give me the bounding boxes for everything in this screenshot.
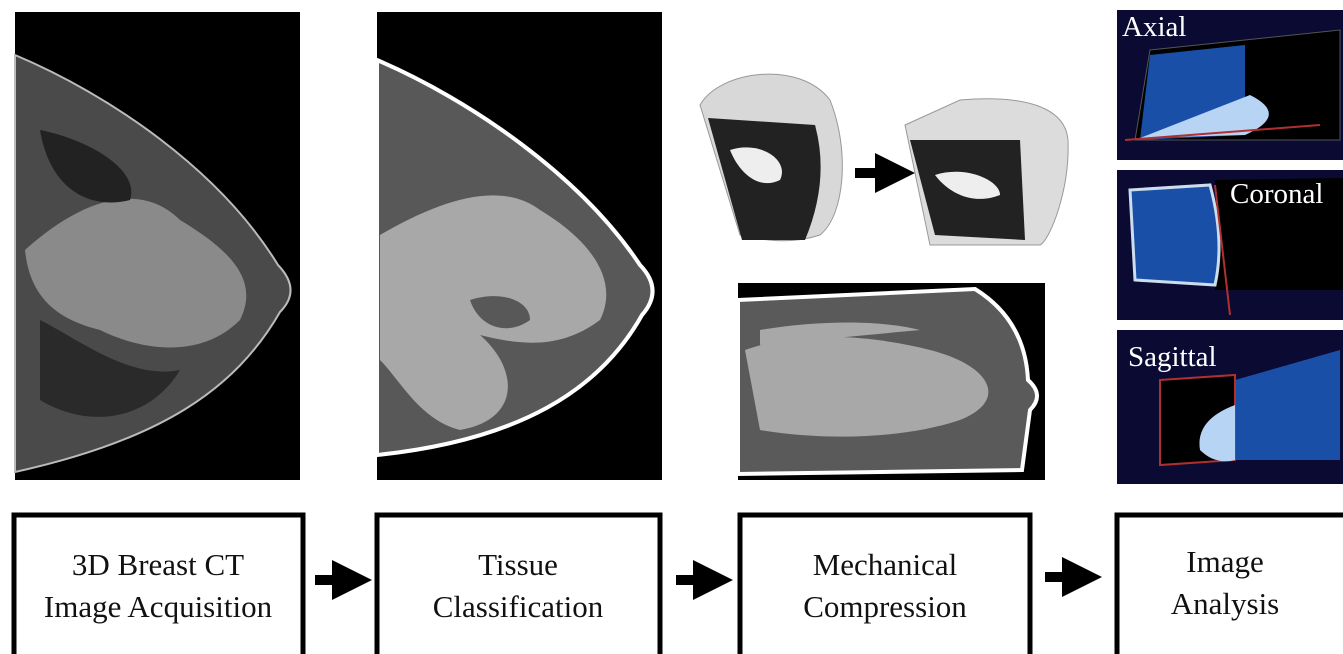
view-label: Sagittal: [1128, 341, 1217, 373]
step-label: Image: [1186, 544, 1263, 579]
compression-3d: [699, 73, 1069, 246]
step-label: Mechanical: [813, 547, 958, 582]
step-box: [11, 512, 306, 654]
step-label: Classification: [433, 589, 604, 624]
compressed-image: [736, 283, 1045, 480]
step-box: [374, 512, 663, 654]
view-label: Coronal: [1230, 178, 1323, 210]
step-label: 3D Breast CT: [72, 547, 244, 582]
classified-image: [375, 12, 662, 480]
step-box: [1114, 512, 1343, 654]
step-label: Analysis: [1171, 586, 1280, 621]
view-panels: Axial Coronal Sagittal: [1117, 10, 1343, 484]
step-label: Tissue: [478, 547, 558, 582]
step-label: Image Acquisition: [44, 589, 273, 624]
step-boxes: 3D Breast CT Image Acquisition Tissue Cl…: [11, 512, 1343, 654]
ct-image: [14, 12, 300, 480]
step-box: [737, 512, 1033, 654]
step-label: Compression: [803, 589, 967, 624]
view-label: Axial: [1122, 11, 1186, 43]
